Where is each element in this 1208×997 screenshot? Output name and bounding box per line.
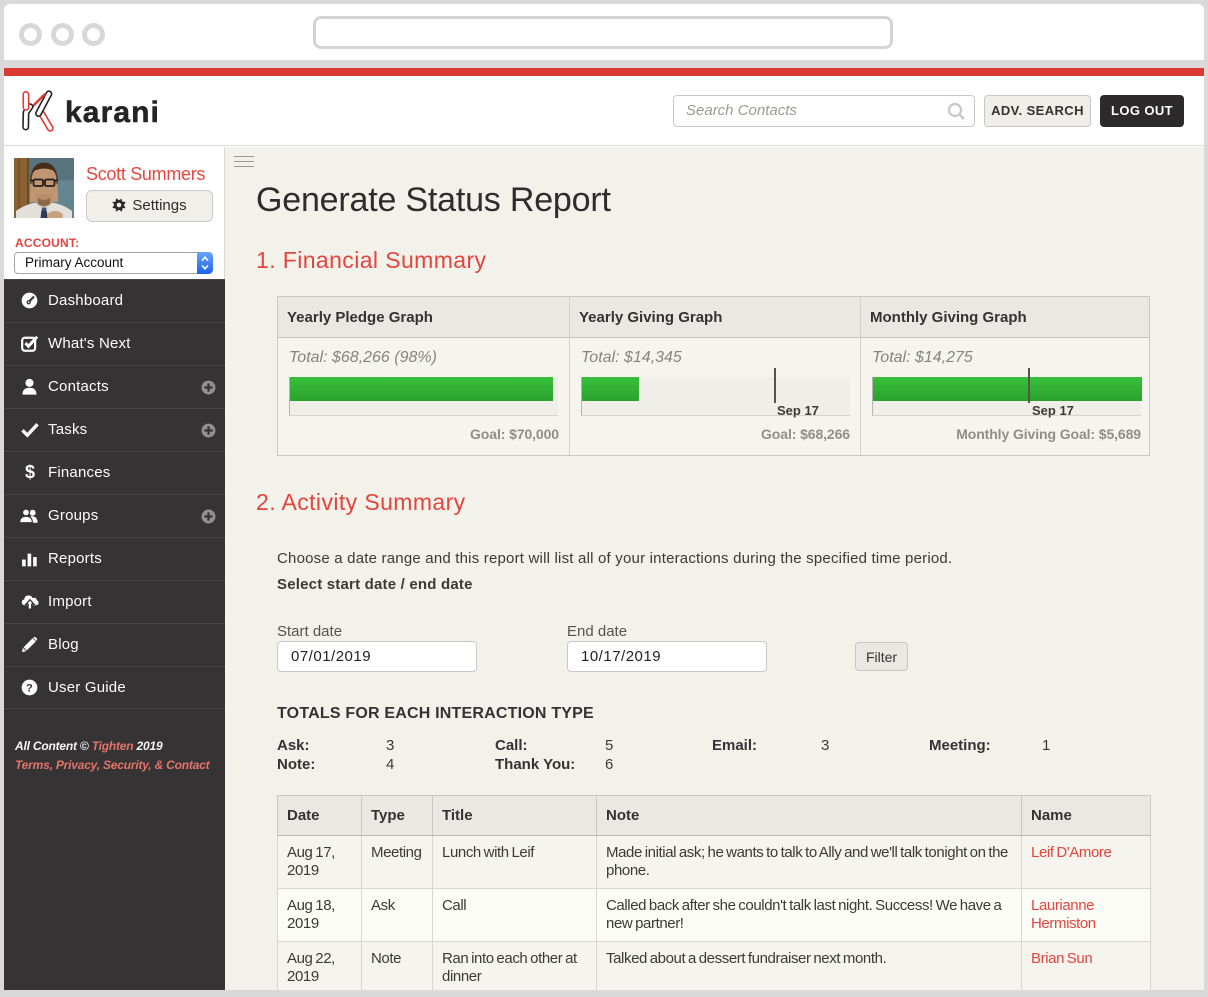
svg-text:?: ?	[26, 683, 33, 695]
